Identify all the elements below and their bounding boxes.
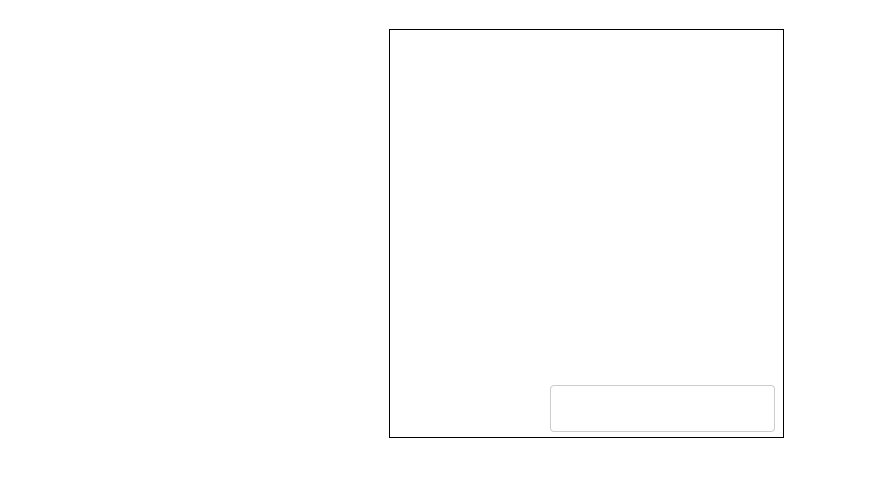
legend-entry-average-past-year	[559, 412, 766, 423]
legend-swatch-orange	[559, 412, 586, 423]
legend-swatch-blue	[559, 394, 586, 405]
legend	[550, 385, 775, 432]
plot-area	[389, 29, 784, 438]
legend-entry-lobbying-this-month	[559, 394, 766, 405]
